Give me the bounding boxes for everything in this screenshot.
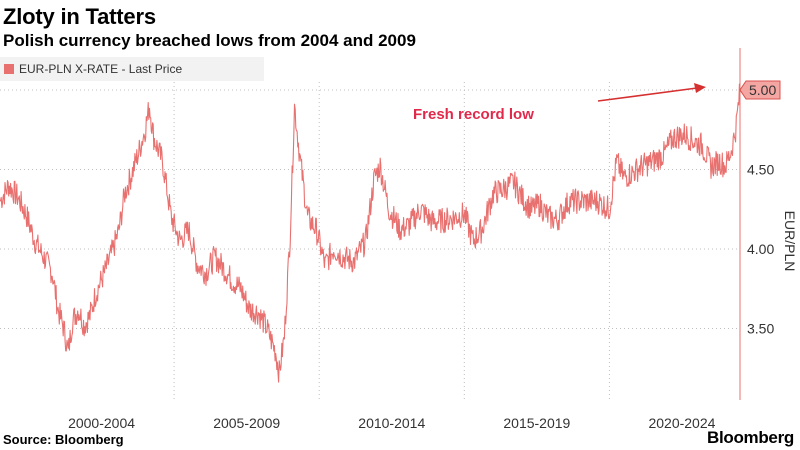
legend-label: EUR-PLN X-RATE - Last Price: [19, 62, 183, 76]
chart-title: Zloty in Tatters: [3, 4, 156, 29]
y-tick-label: 3.50: [747, 320, 774, 336]
x-tick-label: 2015-2019: [503, 415, 570, 431]
x-tick-label: 2010-2014: [358, 415, 425, 431]
annotation-text: Fresh record low: [413, 106, 534, 123]
y-axis-title: EUR/PLN: [782, 211, 798, 272]
chart-subtitle: Polish currency breached lows from 2004 …: [3, 31, 416, 50]
last-value-badge: [739, 80, 781, 100]
x-tick-label: 2020-2024: [648, 415, 715, 431]
legend-swatch: [4, 64, 14, 74]
source-note: Source: Bloomberg: [3, 432, 124, 447]
x-tick-label: 2000-2004: [68, 415, 135, 431]
x-tick-label: 2005-2009: [213, 415, 280, 431]
y-tick-label: 4.50: [747, 161, 774, 177]
legend: EUR-PLN X-RATE - Last Price: [0, 57, 264, 81]
annotation-arrow-head: [694, 83, 706, 93]
series-line: [0, 83, 741, 383]
annotation-arrow-line: [597, 87, 698, 102]
last-value-label: 5.00: [749, 82, 776, 98]
bloomberg-logo: Bloomberg: [706, 428, 794, 447]
y-tick-label: 4.00: [747, 241, 774, 257]
